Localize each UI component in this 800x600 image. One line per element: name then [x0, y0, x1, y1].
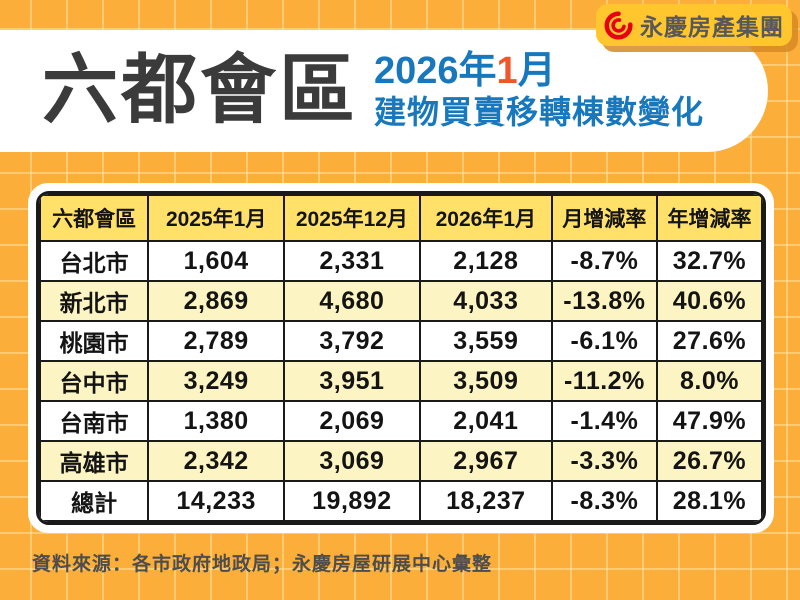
value-cell: 3,249	[147, 360, 286, 402]
value-cell: -8.3%	[550, 480, 658, 522]
value-cell: 8.0%	[655, 360, 763, 402]
value-cell: 28.1%	[655, 480, 763, 522]
value-cell: -11.2%	[550, 360, 658, 402]
table-row: 桃園市 2,789 3,792 3,559 -6.1% 27.6%	[39, 320, 763, 362]
title-banner: 六都會區 2026年1月 建物買賣移轉棟數變化	[0, 30, 768, 152]
value-cell: 2,967	[418, 440, 553, 482]
value-cell: 2,331	[283, 240, 421, 282]
table-row: 總計 14,233 19,892 18,237 -8.3% 28.1%	[39, 480, 763, 522]
yungching-spiral-icon	[604, 10, 633, 40]
value-cell: 26.7%	[655, 440, 763, 482]
value-cell: 32.7%	[655, 240, 763, 282]
table-row: 新北市 2,869 4,680 4,033 -13.8% 40.6%	[39, 280, 763, 322]
value-cell: 2,789	[147, 320, 286, 362]
city-cell: 新北市	[39, 280, 150, 322]
column-header: 2026年1月	[418, 194, 553, 242]
column-header: 六都會區	[39, 194, 150, 242]
column-header: 2025年12月	[283, 194, 421, 242]
column-header: 月增減率	[550, 194, 658, 242]
value-cell: 19,892	[283, 480, 421, 522]
value-cell: 18,237	[418, 480, 553, 522]
table-border: 六都會區 2025年1月 2025年12月 2026年1月 月增減率 年增減率 台北市 1,…	[36, 191, 766, 525]
value-cell: 14,233	[147, 480, 286, 522]
subtitle-date: 2026年1月	[374, 49, 704, 93]
city-cell: 台中市	[39, 360, 150, 402]
value-cell: 47.9%	[655, 400, 763, 442]
table-row: 台北市 1,604 2,331 2,128 -8.7% 32.7%	[39, 240, 763, 282]
data-source-note: 資料來源：各市政府地政局；永慶房屋研展中心彙整	[32, 554, 493, 575]
city-cell: 桃園市	[39, 320, 150, 362]
value-cell: 3,792	[283, 320, 421, 362]
value-cell: 2,069	[283, 400, 421, 442]
value-cell: 4,033	[418, 280, 553, 322]
value-cell: 2,342	[147, 440, 286, 482]
value-cell: 27.6%	[655, 320, 763, 362]
table-row: 台中市 3,249 3,951 3,509 -11.2% 8.0%	[39, 360, 763, 402]
value-cell: -6.1%	[550, 320, 658, 362]
value-cell: 2,869	[147, 280, 286, 322]
value-cell: 1,380	[147, 400, 286, 442]
value-cell: 3,951	[283, 360, 421, 402]
value-cell: -3.3%	[550, 440, 658, 482]
value-cell: -8.7%	[550, 240, 658, 282]
value-cell: 4,680	[283, 280, 421, 322]
city-cell: 總計	[39, 480, 150, 522]
data-table: 六都會區 2025年1月 2025年12月 2026年1月 月增減率 年增減率 台北市 1,…	[39, 194, 763, 522]
subtitle-description: 建物買賣移轉棟數變化	[374, 93, 705, 130]
value-cell: 3,509	[418, 360, 553, 402]
table-header-row: 六都會區 2025年1月 2025年12月 2026年1月 月增減率 年增減率	[39, 194, 763, 242]
table-frame: 六都會區 2025年1月 2025年12月 2026年1月 月增減率 年增減率 台北市 1,…	[28, 183, 774, 533]
subtitle-month-suffix: 月	[517, 49, 556, 92]
subtitle-month-number: 1	[496, 49, 518, 92]
value-cell: 2,128	[418, 240, 553, 282]
city-cell: 高雄市	[39, 440, 150, 482]
table-row: 台南市 1,380 2,069 2,041 -1.4% 47.9%	[39, 400, 763, 442]
subtitle-year: 2026年	[374, 49, 497, 92]
value-cell: 1,604	[147, 240, 286, 282]
subtitle-block: 2026年1月 建物買賣移轉棟數變化	[374, 49, 705, 131]
city-cell: 台南市	[39, 400, 150, 442]
page-title: 六都會區	[42, 48, 358, 133]
logo-text: 永慶房產集團	[640, 14, 784, 40]
city-cell: 台北市	[39, 240, 150, 282]
table-row: 高雄市 2,342 3,069 2,967 -3.3% 26.7%	[39, 440, 763, 482]
value-cell: -1.4%	[550, 400, 658, 442]
value-cell: 3,559	[418, 320, 553, 362]
value-cell: 40.6%	[655, 280, 763, 322]
value-cell: 3,069	[283, 440, 421, 482]
column-header: 2025年1月	[147, 194, 286, 242]
logo-badge: 永慶房產集團	[596, 4, 792, 46]
value-cell: -13.8%	[550, 280, 658, 322]
value-cell: 2,041	[418, 400, 553, 442]
column-header: 年增減率	[655, 194, 763, 242]
